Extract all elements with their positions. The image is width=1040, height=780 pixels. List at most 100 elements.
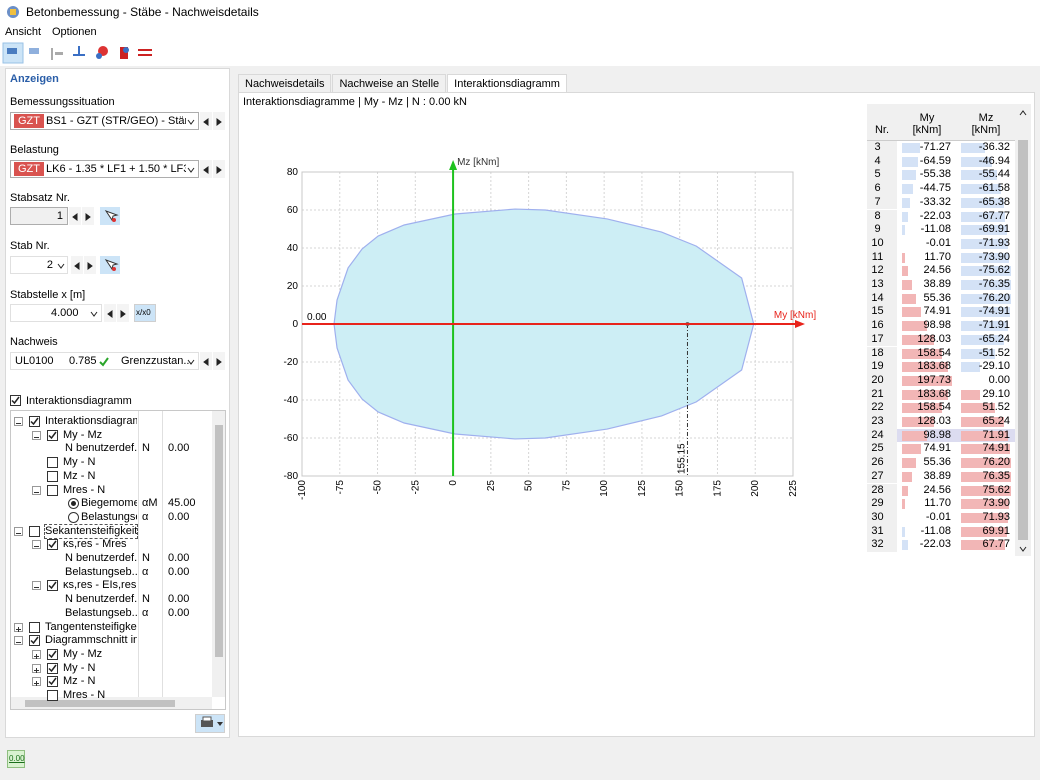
table-row[interactable]: 26 55.36 76.20: [867, 456, 1015, 470]
nav-next[interactable]: [213, 112, 225, 130]
nav-prev[interactable]: [200, 112, 212, 130]
expander[interactable]: [32, 649, 41, 659]
tab[interactable]: Interaktionsdiagramm: [447, 74, 567, 93]
radio[interactable]: [68, 498, 79, 510]
nav-prev[interactable]: [71, 256, 83, 274]
table-row[interactable]: 21 183.68 29.10: [867, 387, 1015, 402]
table-row[interactable]: 19 183.68 -29.10: [867, 360, 1015, 374]
checkbox[interactable]: [47, 662, 58, 674]
checkbox[interactable]: [47, 648, 58, 660]
status-icon[interactable]: 0.00: [7, 750, 25, 768]
tree-row[interactable]: Belastungseb... α 0.00: [11, 566, 212, 579]
h-scrollbar[interactable]: [11, 697, 212, 709]
table-row[interactable]: 32 -22.03 67.77: [867, 538, 1015, 552]
table-row[interactable]: 15 74.91 -74.91: [867, 305, 1015, 320]
tree-row[interactable]: N benutzerdef... N 0.00: [11, 442, 212, 455]
pick-button[interactable]: [100, 207, 120, 225]
table-row[interactable]: 5 -55.38 -55.44: [867, 168, 1015, 183]
table-row[interactable]: 3 -71.27 -36.32: [867, 141, 1015, 155]
checkbox[interactable]: [47, 676, 58, 688]
table-row[interactable]: 14 55.36 -76.20: [867, 291, 1015, 306]
table-row[interactable]: 9 -11.08 -69.91: [867, 223, 1015, 237]
checkbox[interactable]: [47, 429, 58, 441]
expander[interactable]: [14, 622, 23, 632]
v-scrollbar[interactable]: [212, 411, 225, 697]
scroll-thumb[interactable]: [1018, 140, 1028, 540]
expander[interactable]: [14, 636, 23, 646]
nav-prev[interactable]: [200, 352, 212, 370]
expander[interactable]: [32, 677, 41, 687]
table-row[interactable]: 27 38.89 76.35: [867, 469, 1015, 484]
table-row[interactable]: 8 -22.03 -67.77: [867, 209, 1015, 224]
diagram-toggle[interactable]: Interaktionsdiagramm: [10, 394, 210, 408]
table-row[interactable]: 31 -11.08 69.91: [867, 524, 1015, 539]
tree-row[interactable]: Belastungseb α 0.00: [11, 511, 212, 524]
tree-row[interactable]: Biegemomen αM 45.00: [11, 497, 212, 510]
checkbox[interactable]: [29, 635, 40, 647]
table-row[interactable]: 24 98.98 71.91: [867, 428, 1015, 443]
tree-row[interactable]: My - Mz: [11, 648, 212, 661]
checkbox[interactable]: [29, 416, 40, 427]
checkbox[interactable]: [47, 470, 58, 482]
scroll-thumb[interactable]: [215, 425, 223, 657]
tree-row[interactable]: Mz - N: [11, 675, 212, 688]
checkbox[interactable]: [47, 580, 58, 592]
radio[interactable]: [68, 511, 79, 523]
checkbox[interactable]: [29, 621, 40, 633]
menu-item[interactable]: Optionen: [52, 26, 97, 38]
table-row[interactable]: 16 98.98 -71.91: [867, 319, 1015, 333]
expander[interactable]: [32, 430, 41, 440]
tree-row[interactable]: Mz - N: [11, 470, 212, 483]
dropdown-arrow[interactable]: [186, 112, 196, 130]
checkbox[interactable]: [29, 525, 40, 537]
tree-row[interactable]: κs,res - Mres: [11, 538, 212, 551]
nav-next[interactable]: [84, 256, 96, 274]
expander[interactable]: [32, 663, 41, 673]
table-row[interactable]: 7 -33.32 -65.38: [867, 195, 1015, 210]
tab[interactable]: Nachweise an Stelle: [332, 74, 447, 93]
tab[interactable]: Nachweisdetails: [238, 74, 332, 93]
tree-row[interactable]: Diagrammschnitt in 3: [11, 634, 212, 647]
dropdown[interactable]: GZT BS1 - GZT (STR/GEO) - Ständig...: [10, 112, 199, 130]
button[interactable]: x/x0: [134, 304, 156, 322]
table-row[interactable]: 29 11.70 73.90: [867, 497, 1015, 511]
expander[interactable]: [14, 526, 23, 536]
table-row[interactable]: 13 38.89 -76.35: [867, 278, 1015, 292]
tree-row[interactable]: Mres - N: [11, 689, 212, 702]
expander[interactable]: [32, 540, 41, 550]
print-button[interactable]: [195, 714, 225, 733]
dropdown-arrow[interactable]: [89, 304, 99, 322]
tree-row[interactable]: My - N: [11, 662, 212, 675]
table-row[interactable]: 12 24.56 -75.62: [867, 264, 1015, 278]
table-row[interactable]: 4 -64.59 -46.94: [867, 154, 1015, 169]
nav-next[interactable]: [213, 352, 225, 370]
pick-button[interactable]: [100, 256, 120, 274]
table-row[interactable]: 20 197.73 0.00: [867, 373, 1015, 388]
tree-row[interactable]: N benutzerdef... N 0.00: [11, 593, 212, 606]
number-field[interactable]: 1: [10, 207, 68, 225]
tree-row[interactable]: Interaktionsdiagramm: [11, 415, 212, 428]
checkbox[interactable]: [47, 690, 58, 701]
tree-row[interactable]: Tangentensteifigkeit: [11, 621, 212, 634]
checkbox[interactable]: [10, 395, 21, 406]
table-row[interactable]: 25 74.91 74.91: [867, 442, 1015, 457]
menu-item[interactable]: Ansicht: [5, 26, 42, 38]
nav-next[interactable]: [213, 160, 225, 178]
scroll-down[interactable]: [1019, 544, 1029, 554]
table-row[interactable]: 23 128.03 65.24: [867, 415, 1015, 429]
table-row[interactable]: 28 24.56 75.62: [867, 483, 1015, 498]
table-row[interactable]: 11 11.70 -73.90: [867, 250, 1015, 265]
tree-row[interactable]: My - Mz: [11, 429, 212, 442]
tree-row[interactable]: κs,res - EIs,res: [11, 579, 212, 592]
table-row[interactable]: 6 -44.75 -61.58: [867, 182, 1015, 196]
scroll-thumb[interactable]: [25, 700, 175, 707]
table-row[interactable]: 18 158.54 -51.52: [867, 346, 1015, 361]
expander[interactable]: [32, 581, 41, 591]
dropdown[interactable]: GZT LK6 - 1.35 * LF1 + 1.50 * LF3: [10, 160, 199, 178]
tree-row[interactable]: My - N: [11, 456, 212, 469]
nav-next[interactable]: [117, 304, 129, 322]
tree-row[interactable]: Belastungseb... α 0.00: [11, 607, 212, 620]
tree-row[interactable]: Mres - N: [11, 484, 212, 497]
expander[interactable]: [14, 417, 23, 426]
dropdown-arrow[interactable]: [186, 160, 196, 178]
